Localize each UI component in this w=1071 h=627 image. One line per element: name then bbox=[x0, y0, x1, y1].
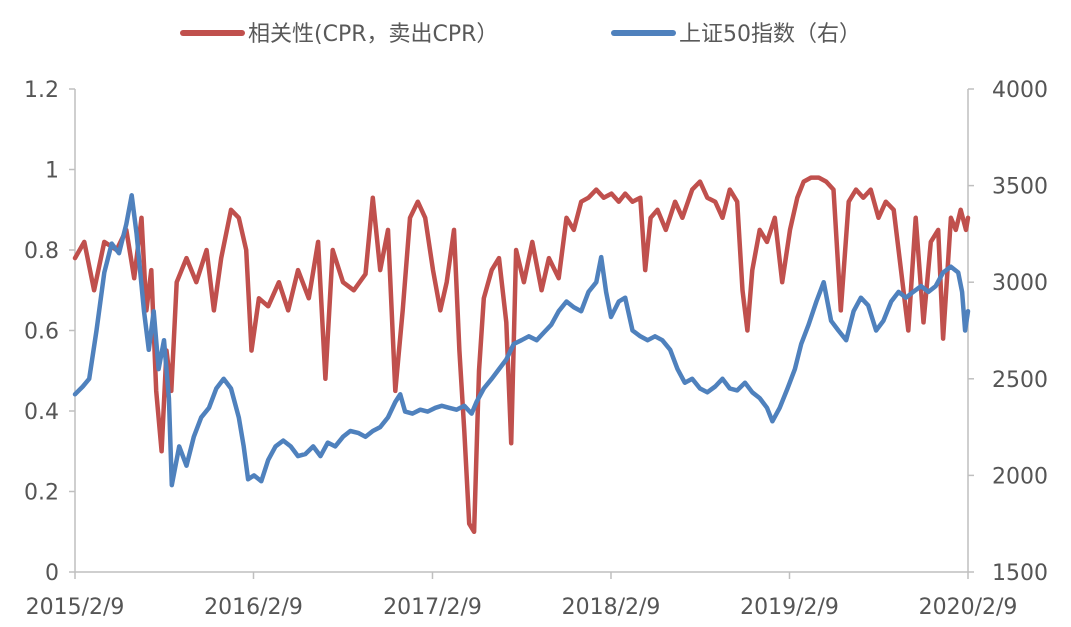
y-left-tick-label: 1.2 bbox=[24, 78, 59, 103]
x-tick-label: 2016/2/9 bbox=[204, 595, 303, 620]
y-left-tick-label: 0.6 bbox=[24, 320, 59, 345]
x-tick-label: 2019/2/9 bbox=[740, 595, 839, 620]
y-right-tick-label: 3000 bbox=[992, 271, 1048, 296]
legend: 相关性(CPR，卖出CPR） 上证50指数（右） bbox=[180, 22, 861, 47]
x-tick-label: 2020/2/9 bbox=[919, 595, 1018, 620]
legend-label-sse50: 上证50指数（右） bbox=[679, 22, 861, 47]
y-left-tick-label: 1 bbox=[45, 159, 59, 184]
y-right-tick-label: 1500 bbox=[992, 561, 1048, 586]
x-tick-label: 2018/2/9 bbox=[562, 595, 661, 620]
legend-item-sse50: 上证50指数（右） bbox=[611, 22, 861, 47]
y-left-tick-label: 0 bbox=[45, 561, 59, 586]
y-right-tick-label: 4000 bbox=[992, 78, 1048, 103]
plot-area bbox=[72, 175, 971, 535]
y-right-tick-label: 3500 bbox=[992, 175, 1048, 200]
y-right-tick-label: 2000 bbox=[992, 464, 1048, 489]
series-line-sse50 bbox=[72, 193, 971, 488]
legend-label-correlation: 相关性(CPR，卖出CPR） bbox=[248, 22, 498, 47]
y-left-tick-label: 0.2 bbox=[24, 481, 59, 506]
axes: 0 0.2 0.4 0.6 0.8 1 1.2 1500 2000 2500 3000 3500 400… bbox=[24, 78, 1048, 620]
series-line-correlation bbox=[72, 175, 971, 535]
y-left-tick-label: 0.8 bbox=[24, 239, 59, 264]
legend-item-correlation: 相关性(CPR，卖出CPR） bbox=[180, 22, 498, 47]
x-tick-label: 2015/2/9 bbox=[26, 595, 125, 620]
y-right-tick-label: 2500 bbox=[992, 368, 1048, 393]
x-tick-label: 2017/2/9 bbox=[383, 595, 482, 620]
y-left-tick-label: 0.4 bbox=[24, 400, 59, 425]
